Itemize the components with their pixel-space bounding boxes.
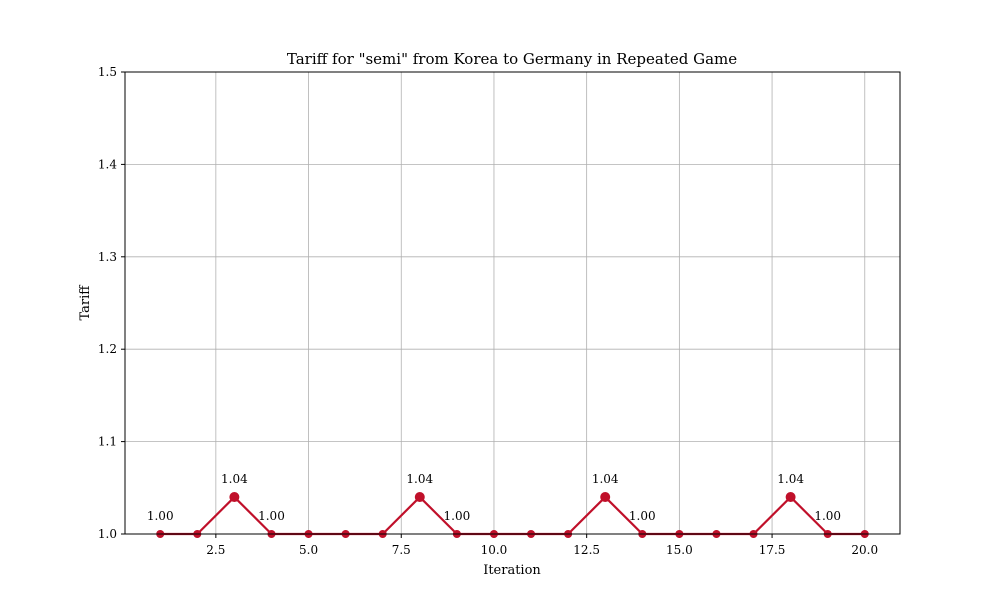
y-tick-label: 1.5 <box>98 65 117 79</box>
y-tick-label: 1.4 <box>98 157 117 171</box>
y-tick-label: 1.2 <box>98 342 117 356</box>
x-tick-label: 15.0 <box>666 543 693 557</box>
axis-ticks <box>121 71 866 538</box>
data-label: 1.00 <box>814 509 841 523</box>
chart-title: Tariff for "semi" from Korea to Germany … <box>287 50 737 68</box>
y-tick-label: 1.3 <box>98 250 117 264</box>
y-tick-label: 1.0 <box>98 527 117 541</box>
data-label: 1.04 <box>406 472 433 486</box>
data-label: 1.00 <box>147 509 174 523</box>
x-tick-label: 7.5 <box>392 543 411 557</box>
x-tick-labels: 2.5 5.0 7.5 10.0 12.5 15.0 17.5 20.0 <box>206 543 878 557</box>
y-axis-label: Tariff <box>78 284 93 321</box>
data-label: 1.04 <box>221 472 248 486</box>
data-labels: 1.00 1.04 1.00 1.04 1.00 1.04 1.00 1.04 1.00 <box>147 472 841 523</box>
data-point <box>229 492 240 503</box>
grid-lines <box>125 71 900 535</box>
y-tick-label: 1.1 <box>98 435 117 449</box>
data-point <box>414 492 425 503</box>
x-tick-label: 2.5 <box>206 543 225 557</box>
x-tick-label: 20.0 <box>851 543 878 557</box>
data-label: 1.04 <box>592 472 619 486</box>
x-tick-label: 5.0 <box>299 543 318 557</box>
data-label: 1.00 <box>444 509 471 523</box>
data-point <box>785 492 796 503</box>
x-axis-label: Iteration <box>483 563 541 578</box>
data-point <box>600 492 611 503</box>
data-label: 1.00 <box>629 509 656 523</box>
data-label: 1.04 <box>777 472 804 486</box>
data-label: 1.00 <box>258 509 285 523</box>
y-tick-labels: 1.0 1.1 1.2 1.3 1.4 1.5 <box>98 65 117 541</box>
x-tick-label: 10.0 <box>481 543 508 557</box>
x-tick-label: 17.5 <box>759 543 786 557</box>
x-tick-label: 12.5 <box>573 543 600 557</box>
plot-frame <box>124 71 901 535</box>
